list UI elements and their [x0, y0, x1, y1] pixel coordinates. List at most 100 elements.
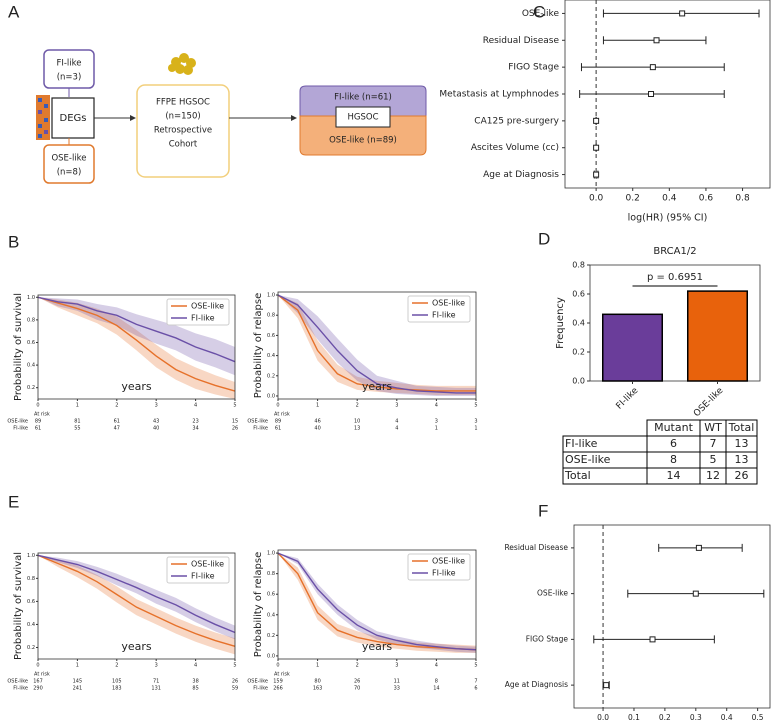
label: FFPE HGSOC	[156, 98, 210, 108]
at-risk-row-label: FI-like	[13, 426, 28, 432]
table-cell: 7	[710, 437, 717, 450]
y-tick-label: CA125 pre-surgery	[474, 116, 559, 126]
x-tick-label: 4	[194, 403, 197, 409]
y-tick-label: 0.6	[267, 333, 275, 339]
box	[335, 106, 391, 128]
legend-label: OSE-like	[432, 557, 465, 566]
x-tick-label: 2	[356, 403, 359, 409]
panel-label: B	[8, 232, 19, 251]
at-risk-count: 290	[33, 686, 43, 692]
y-tick-label: FIGO Stage	[526, 634, 569, 643]
at-risk-count: 1	[435, 426, 438, 432]
at-risk-count: 71	[153, 679, 159, 685]
panel-label: A	[8, 2, 20, 21]
label: OSE-like (n=89)	[329, 136, 397, 146]
group-bottom	[299, 115, 427, 156]
x-tick-label: 3	[155, 663, 158, 669]
x-tick-label: 3	[395, 663, 398, 669]
plot-frame	[277, 549, 477, 660]
survival-line	[277, 294, 476, 394]
x-tick-label: 1	[316, 663, 319, 669]
at-risk-count: 46	[314, 419, 320, 425]
plot-frame	[37, 294, 236, 400]
bar	[687, 290, 748, 382]
label: FI-like (n=61)	[334, 93, 392, 103]
at-risk-count: 15	[232, 419, 238, 425]
survival-line	[277, 294, 476, 392]
at-risk-count: 61	[114, 419, 120, 425]
label: DEGs	[60, 113, 87, 124]
estimate	[603, 682, 610, 689]
at-risk-count: 80	[314, 679, 320, 685]
plot-frame	[37, 552, 236, 660]
x-tick-label: 2	[115, 403, 118, 409]
x-tick-label: 0.8	[735, 194, 750, 204]
at-risk-count: 6	[474, 686, 477, 692]
x-tick-label: 4	[194, 663, 197, 669]
at-risk-count: 34	[192, 426, 198, 432]
confidence-band	[278, 553, 476, 653]
at-risk-count: 89	[35, 419, 41, 425]
legend-label: OSE-like	[191, 560, 224, 569]
at-risk-count: 3	[435, 419, 438, 425]
y-tick-label: 0.4	[267, 612, 275, 618]
estimate	[648, 91, 655, 97]
y-tick-label: 1.0	[267, 293, 275, 299]
y-axis-label: Probability of relapse	[253, 552, 264, 658]
legend-label: FI-like	[191, 314, 215, 323]
x-tick-label: 5	[233, 663, 236, 669]
y-tick-label: 0.6	[27, 340, 35, 346]
x-tick-label: OSE-like	[692, 385, 726, 419]
x-tick-label: 0.2	[659, 713, 671, 722]
at-risk-count: 167	[33, 679, 43, 685]
estimate	[593, 144, 600, 151]
table-header: Mutant	[654, 421, 693, 434]
y-tick-label: OSE-like	[522, 9, 560, 19]
at-risk-count: 59	[232, 686, 238, 692]
x-tick-label: 1	[316, 403, 319, 409]
estimate	[692, 590, 699, 597]
x-tick-label: 0.6	[699, 194, 714, 204]
y-tick-label: 0.2	[27, 645, 35, 651]
at-risk-count: 11	[394, 679, 400, 685]
confidence-band	[278, 295, 476, 395]
y-tick-label: Age at Diagnosis	[483, 170, 559, 180]
y-axis-label: Probability of relapse	[253, 293, 264, 399]
x-tick-label: 5	[474, 403, 477, 409]
x-tick-label: 0	[276, 663, 279, 669]
at-risk-count: 23	[192, 419, 198, 425]
at-risk-count: 3	[474, 419, 477, 425]
table-row-label: OSE-like	[565, 453, 611, 466]
x-tick-label: 0.0	[597, 713, 609, 722]
y-tick-label: Residual Disease	[504, 543, 568, 552]
y-tick-label: 0.8	[27, 317, 35, 323]
survival-line	[37, 554, 236, 634]
at-risk-count: 26	[354, 679, 360, 685]
y-tick-label: 0.2	[267, 373, 275, 379]
at-risk-count: 70	[354, 686, 360, 692]
survival-line	[37, 296, 236, 392]
confidence-band	[38, 297, 235, 376]
y-tick-label: 0.4	[27, 363, 35, 369]
plot-frame	[277, 291, 477, 400]
at-risk-count: 163	[313, 686, 323, 692]
y-tick-label: 0.8	[267, 313, 275, 319]
at-risk-count: 43	[153, 419, 159, 425]
estimate	[649, 64, 656, 71]
diagram: FI-like (n=3) DEGs OSE-like (n=8) FFPE H…	[36, 49, 427, 184]
table-row-label: FI-like	[565, 437, 598, 450]
confidence-band	[278, 553, 476, 653]
y-tick-label: 0.6	[27, 599, 35, 605]
at-risk-count: 241	[73, 686, 83, 692]
label: Retrospective	[154, 126, 212, 136]
at-risk-count: 61	[275, 426, 281, 432]
at-risk-count: 131	[151, 686, 161, 692]
table-cell: 26	[735, 469, 749, 482]
x-tick-label: 0.4	[662, 194, 677, 204]
y-tick-label: 0.4	[27, 622, 35, 628]
x-tick-label: 5	[233, 403, 236, 409]
panel-label: F	[538, 501, 548, 520]
at-risk-count: 105	[112, 679, 122, 685]
estimate	[593, 171, 600, 178]
